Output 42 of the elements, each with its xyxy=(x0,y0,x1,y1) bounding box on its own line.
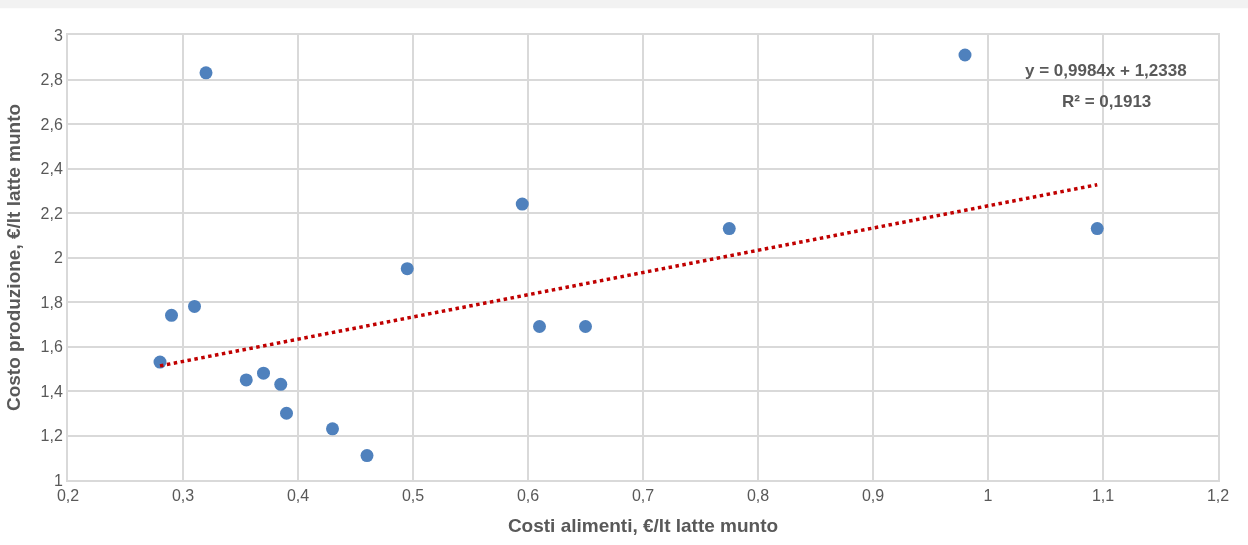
y-tick-label: 2 xyxy=(53,249,63,267)
point xyxy=(257,366,270,380)
annotation: y = 0,9984x + 1,2338 xyxy=(1025,61,1187,80)
y-tick-label: 2,2 xyxy=(40,204,63,222)
point xyxy=(579,319,592,333)
y-tick-label: 1,8 xyxy=(40,293,63,311)
x-tick-label: 1,2 xyxy=(1206,487,1230,505)
y-tick-label: 1 xyxy=(53,471,63,489)
y-tick-label: 1,4 xyxy=(40,382,63,400)
y-axis-title: Costo produzione, €/lt latte munto xyxy=(2,103,24,412)
point xyxy=(326,422,339,436)
x-tick-label: 1 xyxy=(983,487,993,505)
point xyxy=(515,197,529,211)
point xyxy=(958,48,972,62)
point xyxy=(274,377,288,391)
x-tick-label: 0,7 xyxy=(631,487,655,505)
y-tick-label: 2,8 xyxy=(40,71,63,89)
point xyxy=(360,449,374,463)
y-tick-label: 2,6 xyxy=(40,115,63,133)
point xyxy=(1090,222,1104,236)
point xyxy=(199,66,213,80)
x-tick-label: 0,8 xyxy=(746,487,770,505)
y-tick-label: 1,2 xyxy=(40,427,63,445)
annotation: R² = 0,1913 xyxy=(1062,92,1152,111)
x-tick-label: 0,4 xyxy=(286,487,310,505)
y-tick-label: 2,4 xyxy=(40,160,63,178)
y-tick-label: 1,6 xyxy=(40,338,63,356)
y-tick-label: 3 xyxy=(53,26,63,44)
point xyxy=(188,299,201,313)
x-tick-label: 0,5 xyxy=(401,487,425,505)
x-tick-label: 0,2 xyxy=(56,487,80,505)
point xyxy=(280,406,293,420)
x-tick-label: 0,6 xyxy=(516,487,540,505)
x-tick-label: 0,3 xyxy=(171,487,195,505)
point xyxy=(533,319,546,333)
point xyxy=(722,222,736,236)
x-tick-label: 0,9 xyxy=(861,487,885,505)
point xyxy=(400,262,414,276)
point xyxy=(239,373,253,387)
point xyxy=(165,308,178,322)
x-axis-title: Costi alimenti, €/lt latte munto xyxy=(507,514,779,536)
x-tick-label: 1,1 xyxy=(1091,487,1115,505)
